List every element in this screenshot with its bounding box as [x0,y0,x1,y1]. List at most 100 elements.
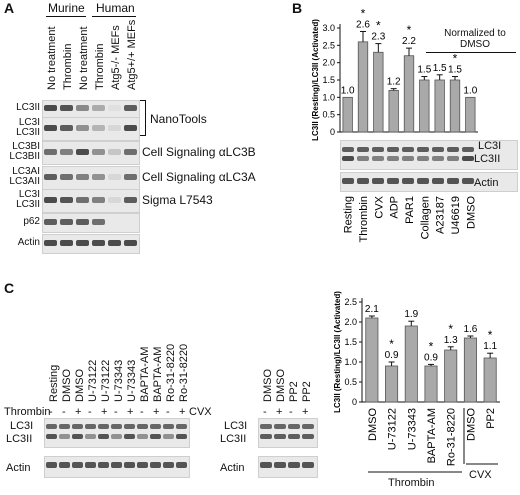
panel-a-band [92,105,105,111]
category-label: U46619 [450,196,462,235]
group-human-label: Human [96,1,135,15]
y-tick-label: 2.5 [322,40,335,50]
category-label: DMSO [465,196,477,229]
panel-c-sign: - [289,406,293,418]
panel-a-band [60,240,73,246]
panel-a-band [108,197,121,203]
c-group-thrombin-label: Thrombin [388,477,435,489]
significance-star: * [407,23,412,37]
panel-a-band [108,149,121,155]
murine-underline [46,16,86,17]
panel-a-band [124,125,137,131]
panel-a-band [108,125,121,131]
y-axis-label: LC3II (Resting)/LC3II (Activated) [311,19,320,141]
category-label: PP2 [485,408,497,429]
panel-a-blot-label: Actin [17,237,40,248]
panel-c-band [150,424,161,429]
panel-a-band [92,219,105,225]
panel-a-band [60,219,73,225]
panel-a-blot-label: LC3AI [12,166,40,177]
value-label: 1.6 [463,324,477,335]
panel-a-blot-label: LC3BII [9,151,40,162]
value-label: 0.9 [424,352,438,363]
panel-b-band [357,147,369,152]
c-left-lc3i-label: LC3I [10,420,34,432]
y-tick-label: 2.0 [344,317,357,327]
panel-c-band [72,434,83,439]
category-label: ADP [389,196,401,219]
panel-b-band [387,156,399,161]
panel-c-band [176,462,187,468]
panel-c-band [163,434,174,439]
panel-a-band [60,125,73,131]
group-murine-label: Murine [48,1,85,15]
panel-a-blot [42,166,140,190]
panel-c-band [288,434,300,439]
panel-c-band [302,434,314,439]
panel-a-band [92,240,105,246]
panel-a-letter: A [4,0,15,16]
panel-b-band [462,156,474,161]
panel-b-band [372,147,384,152]
b-actin-label: Actin [474,177,499,189]
cvx-label: CVX [189,406,212,418]
panel-c-band [124,434,135,439]
panel-c-band [274,424,286,429]
panel-c-sign: - [263,406,267,418]
significance-star: * [488,328,493,342]
panel-c-band [260,424,272,429]
panel-c-sign: + [127,406,134,418]
value-label: 1.2 [387,77,401,88]
panel-b-band [402,147,414,152]
category-label: Collagen [419,196,431,239]
panel-c-band [98,434,109,439]
panel-c-sign: + [302,406,309,418]
panel-c-band [124,424,135,429]
panel-a-band [124,149,137,155]
bar [483,357,497,403]
panel-b-band [417,178,429,184]
panel-a-band [124,240,137,246]
category-label: BAPTA-AM [426,408,438,463]
panel-b-band [447,156,459,161]
panel-a-blot-label: LC3BI [12,141,40,152]
category-label: DMSO [367,408,379,441]
panel-a-blot-label: LC3II [16,199,40,210]
panel-a-blot-label: LC3I [18,189,40,200]
y-tick-label: 2.5 [344,297,357,307]
c-right-lc3ii-label: LC3II [220,433,247,445]
normalized-underline [426,52,516,53]
panel-a-blot-label: LC3I [18,117,40,128]
panel-a-band [124,105,137,111]
significance-star: * [453,52,458,66]
panel-c-band [260,462,272,468]
category-label: PAR1 [404,196,416,224]
value-label: 2.3 [371,32,385,43]
value-label: 1.1 [483,341,497,352]
panel-a-band [76,219,89,225]
panel-c-band [98,462,109,468]
panel-c-band [163,462,174,468]
c-right-lc3-blot [258,418,318,448]
value-label: 2.1 [365,304,379,315]
category-label: CVX [373,195,385,218]
panel-a-band [124,197,137,203]
panel-c-sign: - [88,406,92,418]
panel-a-blot [42,234,140,254]
bar [385,365,399,403]
value-label: 1.9 [404,309,418,320]
panel-a-antibody-label: Cell Signaling αLC3B [142,145,256,159]
panel-c-band [111,434,122,439]
panel-a-band [76,197,89,203]
panel-a-antibody-label: Cell Signaling αLC3A [142,170,256,184]
panel-a-band [60,174,73,180]
significance-star: * [376,19,381,33]
bar [365,317,379,403]
panel-b-band [357,178,369,184]
panel-c-band [150,462,161,468]
panel-c-sign: - [166,406,170,418]
bar [342,96,353,133]
bar [463,337,477,403]
panel-b-band [432,178,444,184]
